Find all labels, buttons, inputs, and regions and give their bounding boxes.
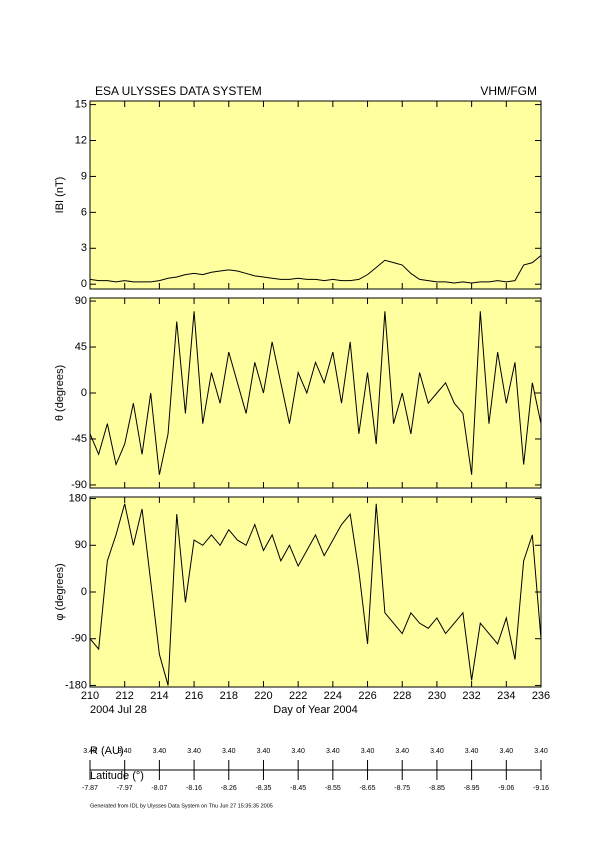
r-value: 3.40 — [187, 748, 201, 755]
y-tick-label: 90 — [75, 539, 87, 551]
r-value: 3.40 — [465, 748, 479, 755]
lat-value: -7.87 — [82, 785, 98, 792]
r-value: 3.40 — [499, 748, 513, 755]
x-tick-label: 234 — [497, 690, 515, 702]
r-value: 3.40 — [222, 748, 236, 755]
lat-value: -8.26 — [221, 785, 237, 792]
x-tick-label: 232 — [462, 690, 480, 702]
lat-value: -8.16 — [186, 785, 202, 792]
r-value: 3.40 — [361, 748, 375, 755]
r-value: 3.40 — [83, 748, 97, 755]
footer: Generated from IDL by Ulysses Data Syste… — [90, 803, 273, 809]
header-instrument: VHM/FGM — [480, 84, 537, 98]
y-tick-label: 0 — [81, 586, 87, 598]
data-line — [90, 311, 541, 475]
lat-value: -8.35 — [255, 785, 271, 792]
y-tick-label: 6 — [81, 206, 87, 218]
y-tick-label: 0 — [81, 387, 87, 399]
r-value: 3.40 — [153, 748, 167, 755]
y-tick-label: -90 — [71, 633, 87, 645]
lat-value: -8.95 — [464, 785, 480, 792]
x-axis-label: Day of Year 2004 — [273, 704, 357, 716]
r-value: 3.40 — [326, 748, 340, 755]
plot-area — [90, 298, 541, 488]
y-tick-label: -90 — [71, 479, 87, 491]
data-line — [90, 503, 541, 686]
lat-value: -8.07 — [151, 785, 167, 792]
lat-value: -9.16 — [533, 785, 549, 792]
lat-value: -7.97 — [117, 785, 133, 792]
y-tick-label: 3 — [81, 242, 87, 254]
x-tick-label: 214 — [150, 690, 168, 702]
y-tick-label: 180 — [69, 492, 87, 504]
plot-frame — [89, 496, 542, 688]
plot-frame — [89, 297, 542, 489]
r-value: 3.40 — [430, 748, 444, 755]
y-axis-label: θ (degrees) — [54, 365, 66, 421]
y-axis-label: IBI (nT) — [54, 177, 66, 214]
x-tick-label: 224 — [324, 690, 342, 702]
y-tick-label: 0 — [81, 278, 87, 290]
x-tick-label: 220 — [254, 690, 272, 702]
x-tick-label: 228 — [393, 690, 411, 702]
lat-value: -8.45 — [290, 785, 306, 792]
series — [90, 255, 541, 284]
series — [90, 311, 541, 475]
y-axis-label: φ (degrees) — [54, 563, 66, 620]
y-tick-label: 15 — [75, 98, 87, 110]
y-tick-label: -180 — [65, 679, 87, 691]
x-tick-label: 230 — [428, 690, 446, 702]
lat-value: -9.06 — [498, 785, 514, 792]
lat-value: -8.75 — [394, 785, 410, 792]
y-tick-label: 90 — [75, 295, 87, 307]
r-value: 3.40 — [534, 748, 548, 755]
header-title: ESA ULYSSES DATA SYSTEM — [95, 84, 262, 98]
x-tick-label: 226 — [358, 690, 376, 702]
x-tick-label: 218 — [220, 690, 238, 702]
date-label: 2004 Jul 28 — [90, 704, 147, 716]
r-value: 3.40 — [257, 748, 271, 755]
plot-area — [90, 497, 541, 687]
lat-label: Latitude (°) — [90, 770, 144, 782]
r-value: 3.40 — [291, 748, 305, 755]
y-tick-label: 9 — [81, 170, 87, 182]
lat-value: -8.65 — [360, 785, 376, 792]
y-tick-label: -45 — [71, 433, 87, 445]
y-tick-label: 45 — [75, 341, 87, 353]
x-tick-label: 222 — [289, 690, 307, 702]
x-tick-label: 236 — [532, 690, 550, 702]
lat-value: -8.85 — [429, 785, 445, 792]
plot-frame — [89, 100, 542, 290]
x-tick-label: 210 — [81, 690, 99, 702]
r-label: R (AU) — [90, 745, 124, 757]
data-line — [90, 255, 541, 284]
y-tick-label: 12 — [75, 134, 87, 146]
lat-value: -8.55 — [325, 785, 341, 792]
r-value: 3.40 — [395, 748, 409, 755]
r-value: 3.40 — [118, 748, 132, 755]
series — [90, 503, 541, 686]
x-tick-label: 216 — [185, 690, 203, 702]
plot-area — [90, 101, 541, 289]
x-tick-label: 212 — [116, 690, 134, 702]
